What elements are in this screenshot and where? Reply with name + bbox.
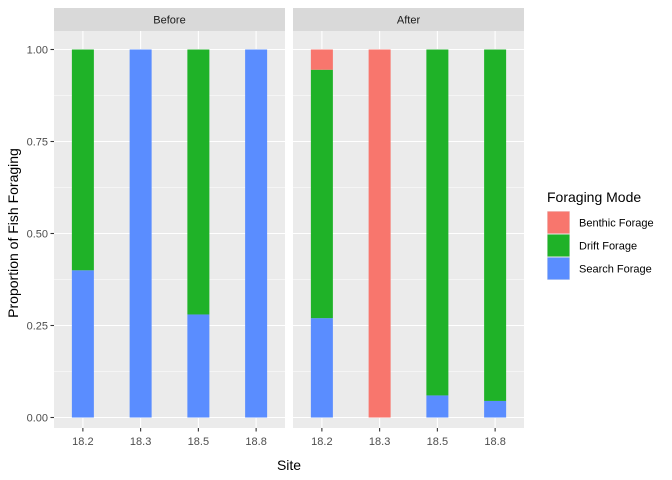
bar-segment-benthic-forage [310,49,333,70]
x-axis-title: Site [277,457,301,473]
panel-after: After [293,8,524,428]
legend-label: Benthic Forage [579,218,654,230]
y-axis-title: Proportion of Fish Foraging [5,148,21,318]
bar-segment-drift-forage [187,49,210,315]
panel-before: Before [54,8,285,428]
x-axis: 18.2 18.3 18.5 18.8 18.2 18.3 18.5 18.8 [72,428,506,448]
y-tick-label: 0.25 [27,321,48,333]
panels-layer: Before After [54,8,524,428]
x-tick-label: 18.2 [72,436,93,448]
bar-segment-drift-forage [71,49,94,271]
y-tick-label: 0.50 [27,229,48,241]
bar-segment-search-forage [71,270,94,418]
facet-strip [54,8,285,31]
facet-strip-label: After [397,15,421,27]
bar-segment-search-forage [187,314,210,418]
legend-key-benthic-forage [547,211,570,234]
y-tick-label: 0.75 [27,137,48,149]
legend-key-search-forage [547,257,570,280]
bar-segment-search-forage [310,318,333,418]
bar-segment-drift-forage [426,49,449,396]
x-tick-label: 18.5 [188,436,209,448]
x-tick-label: 18.3 [130,436,151,448]
bar-segment-search-forage [245,49,268,418]
legend: Foraging Mode Benthic Forage Drift Forage… [547,189,654,280]
facet-strip-label: Before [153,15,185,27]
bar-segment-drift-forage [484,49,507,401]
x-tick-label: 18.8 [484,436,505,448]
x-tick-label: 18.2 [311,436,332,448]
legend-label: Drift Forage [579,241,637,253]
bar-segment-search-forage [426,395,449,418]
legend-label: Search Forage [579,264,652,276]
y-tick-label: 1.00 [27,45,48,57]
legend-title: Foraging Mode [547,189,641,205]
bar-segment-search-forage [484,400,507,418]
y-axis: 0.00 0.25 0.50 0.75 1.00 [27,45,54,425]
y-tick-label: 0.00 [27,413,48,425]
x-tick-label: 18.5 [427,436,448,448]
facet-strip [293,8,524,31]
bar-segment-drift-forage [310,69,333,319]
bar-segment-search-forage [129,49,152,418]
legend-key-drift-forage [547,234,570,257]
x-tick-label: 18.3 [369,436,390,448]
x-tick-label: 18.8 [245,436,266,448]
bar-segment-benthic-forage [368,49,391,418]
